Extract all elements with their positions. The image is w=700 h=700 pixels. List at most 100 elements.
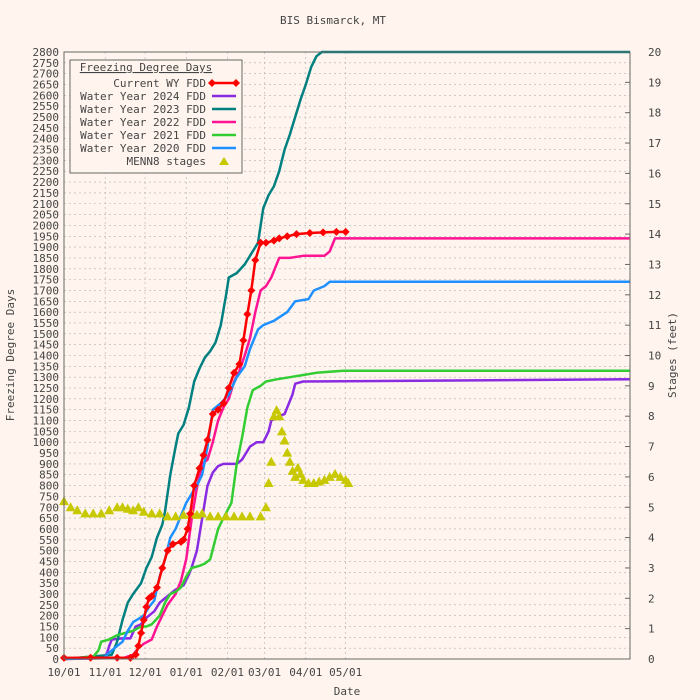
current-wy-fdd-marker — [261, 238, 270, 247]
y2-tick-label: 20 — [648, 46, 661, 59]
y-tick-label: 1100 — [33, 415, 60, 428]
legend: Freezing Degree Days Current WY FDD Water … — [69, 59, 243, 174]
y-tick-label: 2200 — [33, 176, 60, 189]
y-tick-label: 1200 — [33, 393, 60, 406]
y-tick-label: 1450 — [33, 339, 60, 352]
x-tick-label: 12/01 — [128, 666, 161, 679]
y-tick-label: 1400 — [33, 350, 60, 363]
x-tick-label: 11/01 — [89, 666, 122, 679]
y2-tick-label: 7 — [648, 441, 655, 454]
y-tick-label: 1800 — [33, 263, 60, 276]
y-tick-label: 2250 — [33, 165, 60, 178]
y-tick-label: 1750 — [33, 274, 60, 287]
y2-tick-label: 6 — [648, 471, 655, 484]
menn8-stages-marker — [255, 511, 266, 521]
y-tick-label: 1150 — [33, 404, 60, 417]
current-wy-fdd-marker — [134, 641, 143, 650]
y-tick-label: 1250 — [33, 382, 60, 395]
menn8-stages-marker — [266, 456, 277, 466]
menn8-stages-marker — [162, 511, 173, 521]
current-wy-fdd-marker — [142, 602, 151, 611]
y-tick-label: 1300 — [33, 371, 60, 384]
menn8-stages-marker — [290, 471, 301, 481]
current-wy-fdd-marker — [243, 310, 252, 319]
x-tick-label: 03/01 — [248, 666, 281, 679]
legend-entry-label: Current WY FDD — [113, 77, 206, 90]
y2-tick-label: 16 — [648, 167, 661, 180]
current-wy-fdd-marker — [239, 336, 248, 345]
y2-tick-label: 2 — [648, 592, 655, 605]
x-tick-label: 05/01 — [329, 666, 362, 679]
current-wy-fdd-marker — [230, 368, 239, 377]
y-tick-label: 2700 — [33, 68, 60, 81]
x-tick-label: 04/01 — [289, 666, 322, 679]
menn8-stages-marker — [335, 471, 346, 481]
current-wy-fdd-marker — [256, 238, 265, 247]
current-wy-fdd-marker — [292, 230, 301, 239]
y2-tick-label: 13 — [648, 258, 661, 271]
current-wy-fdd-marker — [113, 653, 122, 662]
y-tick-label: 650 — [39, 512, 59, 525]
y2-tick-label: 10 — [648, 350, 661, 363]
tick-layer: 0501001502002503003504004505005506006507… — [33, 46, 662, 679]
y-tick-label: 150 — [39, 620, 59, 633]
menn8-stages-marker — [343, 477, 354, 487]
y-tick-label: 1950 — [33, 230, 60, 243]
y-tick-label: 250 — [39, 599, 59, 612]
y-tick-label: 2300 — [33, 154, 60, 167]
y-tick-label: 2750 — [33, 57, 60, 70]
y-tick-label: 1850 — [33, 252, 60, 265]
y-tick-label: 1600 — [33, 306, 60, 319]
menn8-stages-marker — [324, 471, 335, 481]
current-wy-fdd-marker — [139, 615, 148, 624]
y2-tick-label: 9 — [648, 380, 655, 393]
y2-tick-label: 15 — [648, 198, 661, 211]
y-tick-label: 1900 — [33, 241, 60, 254]
y-tick-label: 850 — [39, 469, 59, 482]
y-tick-label: 200 — [39, 610, 59, 623]
current-wy-fdd-marker — [219, 399, 228, 408]
current-wy-fdd-marker — [235, 360, 244, 369]
current-wy-fdd-marker — [341, 227, 350, 236]
y-tick-label: 2350 — [33, 144, 60, 157]
legend-entry-label: MENN8 stages — [127, 155, 206, 168]
y2-tick-label: 5 — [648, 501, 655, 514]
current-wy-fdd-marker — [283, 232, 292, 241]
menn8-stages-marker — [263, 477, 274, 487]
current-wy-fdd-marker — [147, 592, 156, 601]
legend-entry-label: Water Year 2023 FDD — [80, 103, 206, 116]
current-wy-fdd-marker — [158, 563, 167, 572]
chart-title: BIS Bismarck, MT — [280, 14, 386, 27]
current-wy-fdd-marker — [137, 628, 146, 637]
menn8-stages-marker — [221, 511, 232, 521]
menn8-stages-marker — [284, 456, 295, 466]
current-wy-fdd-marker — [168, 540, 177, 549]
y-tick-label: 100 — [39, 631, 59, 644]
menn8-stages-marker — [282, 447, 293, 457]
current-wy-fdd-marker — [214, 405, 223, 414]
current-wy-fdd-marker — [251, 256, 260, 265]
legend-entry-label: Water Year 2022 FDD — [80, 116, 206, 129]
y2-tick-label: 14 — [648, 228, 662, 241]
current-wy-fdd-marker — [305, 229, 314, 238]
y-tick-label: 350 — [39, 577, 59, 590]
menn8-stages-marker — [80, 508, 91, 518]
menn8-stages-marker — [178, 509, 189, 519]
y-tick-label: 2450 — [33, 122, 60, 135]
y-tick-label: 550 — [39, 534, 59, 547]
y-tick-label: 1650 — [33, 295, 60, 308]
legend-title: Freezing Degree Days — [80, 61, 212, 74]
current-wy-fdd-marker — [179, 535, 188, 544]
legend-entry-label: Water Year 2021 FDD — [80, 129, 206, 142]
menn8-stages-marker — [138, 506, 149, 516]
y-tick-label: 2100 — [33, 198, 60, 211]
legend-box — [69, 59, 243, 174]
x-axis-label: Date — [334, 685, 361, 698]
y-tick-label: 2600 — [33, 89, 60, 102]
series-layer — [59, 50, 631, 662]
water-year-2021-fdd-line — [63, 369, 630, 661]
y-axis-label: Freezing Degree Days — [4, 289, 17, 421]
y-tick-label: 450 — [39, 555, 59, 568]
x-tick-label: 01/01 — [170, 666, 203, 679]
water-year-2023-fdd-line — [63, 50, 630, 661]
